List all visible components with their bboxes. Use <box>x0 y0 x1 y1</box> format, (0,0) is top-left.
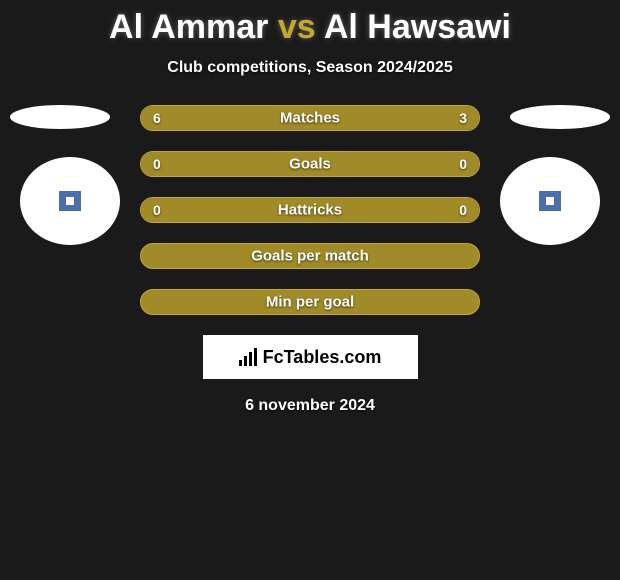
subtitle: Club competitions, Season 2024/2025 <box>0 59 620 77</box>
badge-text: FcTables.com <box>263 347 382 368</box>
stat-label: Goals per match <box>251 248 369 265</box>
content-area: 63Matches00Goals00HattricksGoals per mat… <box>0 105 620 415</box>
stat-right-value: 0 <box>310 152 479 176</box>
player2-name: Al Hawsawi <box>324 8 511 46</box>
stat-row: 63Matches <box>140 105 480 131</box>
left-team-badge <box>20 157 120 245</box>
stat-label: Min per goal <box>266 294 354 311</box>
stat-row: 00Hattricks <box>140 197 480 223</box>
chart-icon <box>239 348 257 366</box>
date-text: 6 november 2024 <box>0 397 620 415</box>
stat-row: 00Goals <box>140 151 480 177</box>
right-team-badge <box>500 157 600 245</box>
shield-icon <box>59 191 81 211</box>
stats-container: 63Matches00Goals00HattricksGoals per mat… <box>140 105 480 315</box>
stat-row: Min per goal <box>140 289 480 315</box>
player1-name: Al Ammar <box>109 8 268 46</box>
left-decoration-ellipse <box>10 105 110 129</box>
stat-right-value: 3 <box>366 106 479 130</box>
stat-row: Goals per match <box>140 243 480 269</box>
site-badge: FcTables.com <box>203 335 418 379</box>
stat-left-value: 0 <box>141 152 310 176</box>
stat-label: Goals <box>289 156 331 173</box>
page-title: Al Ammar vs Al Hawsawi <box>0 0 620 47</box>
shield-icon <box>539 191 561 211</box>
right-decoration-ellipse <box>510 105 610 129</box>
stat-label: Hattricks <box>278 202 342 219</box>
vs-text: vs <box>278 8 316 46</box>
stat-label: Matches <box>280 110 340 127</box>
